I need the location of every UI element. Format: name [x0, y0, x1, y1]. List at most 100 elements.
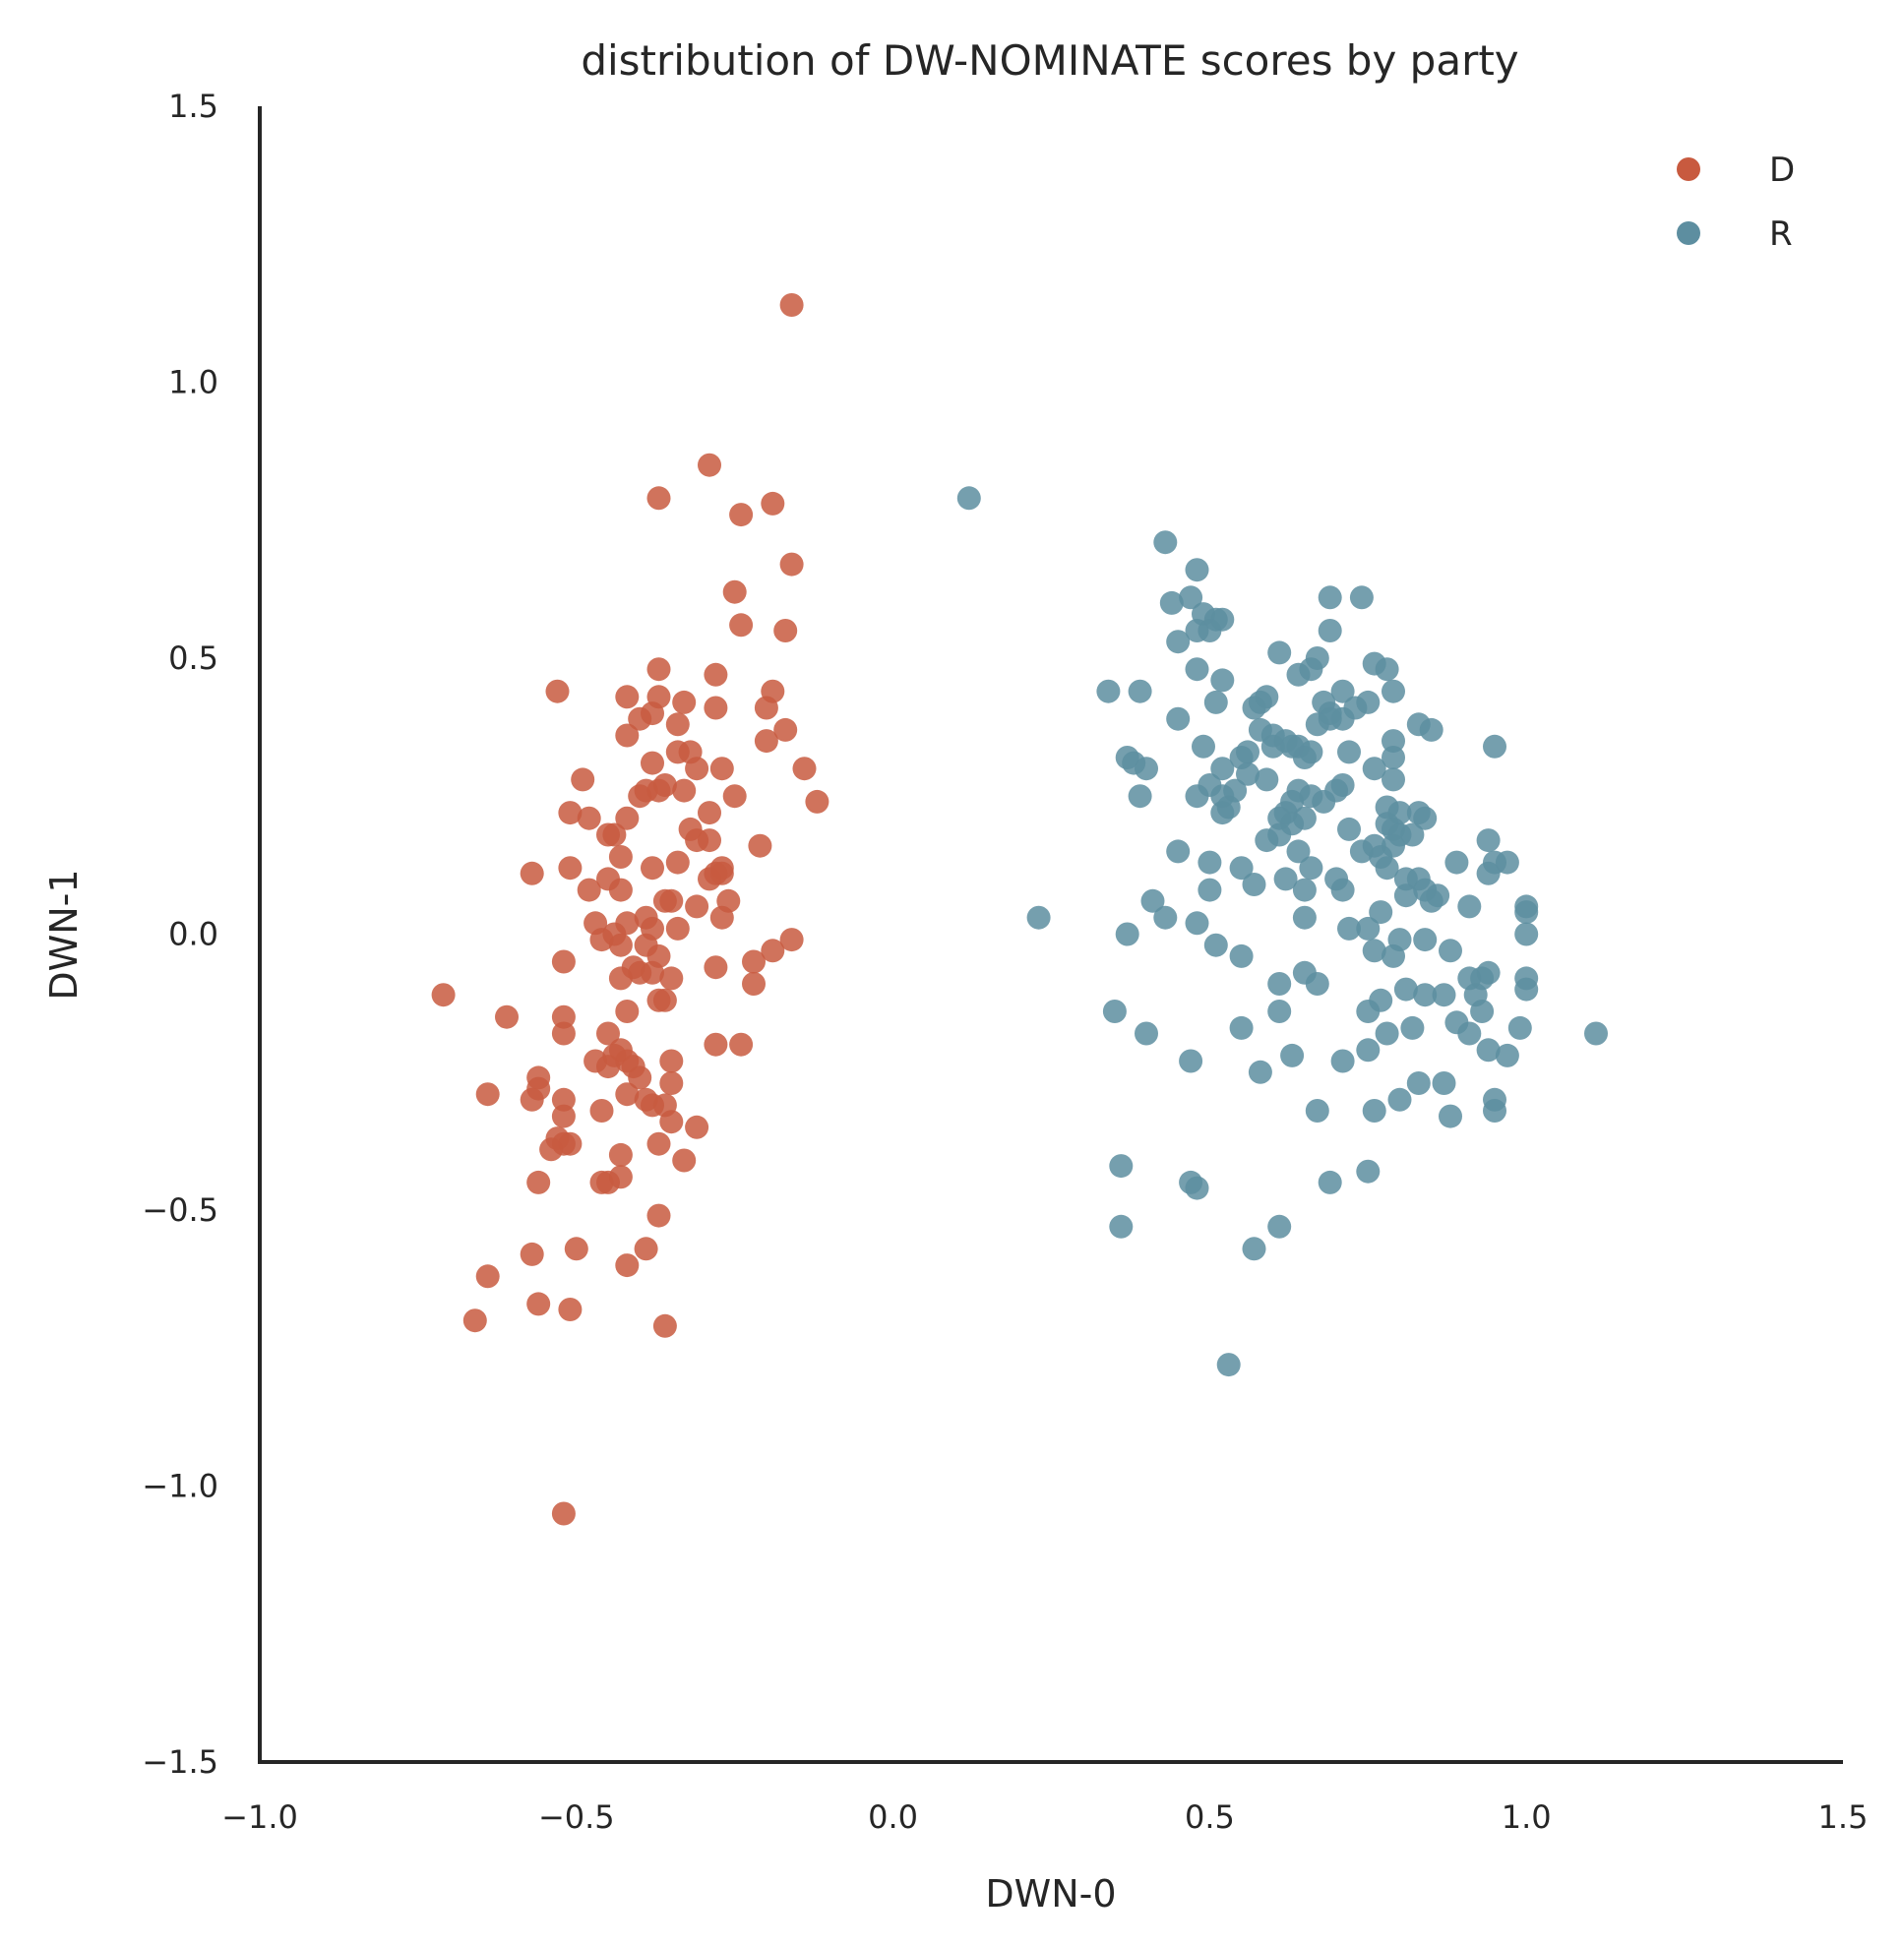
data-point-r [1495, 850, 1519, 875]
data-point-r [1382, 943, 1405, 968]
data-point-r [1109, 1154, 1134, 1179]
data-point-r [1210, 801, 1235, 825]
data-point-d [520, 861, 544, 885]
data-point-r [1192, 734, 1215, 759]
x-axis-ticks: −1.0 −0.5 0.0 0.5 1.0 1.5 [221, 1798, 1868, 1836]
data-point-r [1305, 712, 1329, 737]
data-point-d [608, 933, 633, 957]
data-point-d [646, 486, 671, 511]
x-tick-label: −0.5 [538, 1798, 615, 1836]
data-point-r [1356, 916, 1381, 941]
data-point-d [722, 579, 747, 604]
data-point-r [1267, 1000, 1292, 1023]
data-point-r [1185, 1176, 1209, 1200]
data-point-d [577, 806, 601, 830]
data-point-r [1242, 696, 1266, 720]
data-point-r [1476, 828, 1501, 853]
x-tick-label: 0.0 [868, 1798, 918, 1836]
data-point-d [659, 1071, 684, 1095]
data-point-r [1457, 894, 1482, 919]
data-point-d [646, 657, 671, 682]
data-point-r [1216, 1353, 1241, 1377]
data-point-r [1102, 1000, 1127, 1023]
data-point-d [634, 1237, 658, 1261]
data-point-r [1292, 905, 1317, 930]
data-point-d [646, 1203, 671, 1228]
data-point-r [1203, 933, 1228, 957]
y-tick-label: 1.0 [168, 364, 218, 401]
legend: D R [1677, 151, 1795, 254]
legend-marker-r [1677, 221, 1700, 245]
x-tick-label: 1.5 [1818, 1798, 1869, 1836]
data-point-r [1109, 1214, 1134, 1239]
data-point-d [615, 1082, 640, 1107]
data-point-r [1292, 746, 1317, 769]
data-point-r [1185, 784, 1209, 809]
data-point-d [558, 856, 583, 881]
data-point-d [685, 757, 709, 781]
data-point-d [431, 983, 456, 1007]
data-point-r [1382, 767, 1405, 792]
data-point-d [698, 453, 721, 477]
data-point-r [1280, 1043, 1305, 1067]
chart-title: distribution of DW-NOMINATE scores by pa… [581, 36, 1518, 85]
data-point-r [1255, 828, 1279, 853]
data-point-d [615, 1000, 640, 1023]
data-point-r [1444, 850, 1469, 875]
data-point-d [652, 988, 677, 1012]
data-point-r [1432, 983, 1456, 1007]
data-point-d [596, 1055, 620, 1079]
data-point-d [761, 939, 785, 963]
data-point-r [1393, 883, 1418, 908]
y-tick-label: 0.0 [168, 916, 218, 953]
data-point-d [551, 1021, 576, 1046]
data-point-r [1476, 861, 1501, 885]
data-point-d [596, 822, 620, 847]
data-point-d [646, 778, 671, 803]
data-point-r [1419, 717, 1443, 742]
data-point-d [754, 729, 778, 754]
data-point-r [1312, 789, 1336, 814]
data-point-d [526, 1170, 551, 1194]
data-point-r [1115, 922, 1139, 946]
data-point-r [1330, 1049, 1355, 1073]
data-point-d [615, 806, 640, 830]
x-axis-label: DWN-0 [985, 1872, 1116, 1916]
data-point-d [564, 1237, 588, 1261]
data-point-d [608, 966, 633, 991]
data-point-r [1273, 867, 1298, 891]
data-point-r [1514, 922, 1539, 946]
data-point-d [685, 894, 709, 919]
data-point-r [1400, 1015, 1425, 1040]
data-point-d [698, 867, 721, 891]
data-point-r [1179, 1049, 1203, 1073]
data-point-d [520, 1087, 544, 1112]
data-point-d [571, 767, 595, 792]
data-point-d [704, 955, 728, 980]
data-point-d [628, 1065, 652, 1090]
data-point-r [1432, 1071, 1456, 1095]
data-point-r [1159, 590, 1184, 615]
data-point-r [1198, 850, 1222, 875]
data-point-d [615, 1253, 640, 1278]
data-point-r [1135, 1021, 1158, 1046]
data-point-d [558, 1131, 583, 1156]
data-point-r [1185, 558, 1209, 582]
data-point-d [577, 878, 601, 902]
data-point-r [1179, 585, 1203, 610]
data-point-r [1349, 585, 1374, 610]
data-point-d [709, 757, 734, 781]
data-point-d [659, 1110, 684, 1134]
data-point-d [526, 1292, 551, 1316]
data-point-d [685, 1115, 709, 1139]
data-point-r [1439, 1104, 1462, 1128]
y-axis-ticks: 1.5 1.0 0.5 0.0 −0.5 −1.0 −1.5 [142, 88, 218, 1781]
x-tick-label: −1.0 [221, 1798, 298, 1836]
data-point-d [779, 293, 804, 317]
data-point-d [652, 1313, 677, 1338]
data-point-d [551, 949, 576, 974]
data-point-r [1185, 657, 1209, 682]
data-point-r [1203, 690, 1228, 714]
y-axis-label: DWN-1 [42, 869, 86, 1000]
